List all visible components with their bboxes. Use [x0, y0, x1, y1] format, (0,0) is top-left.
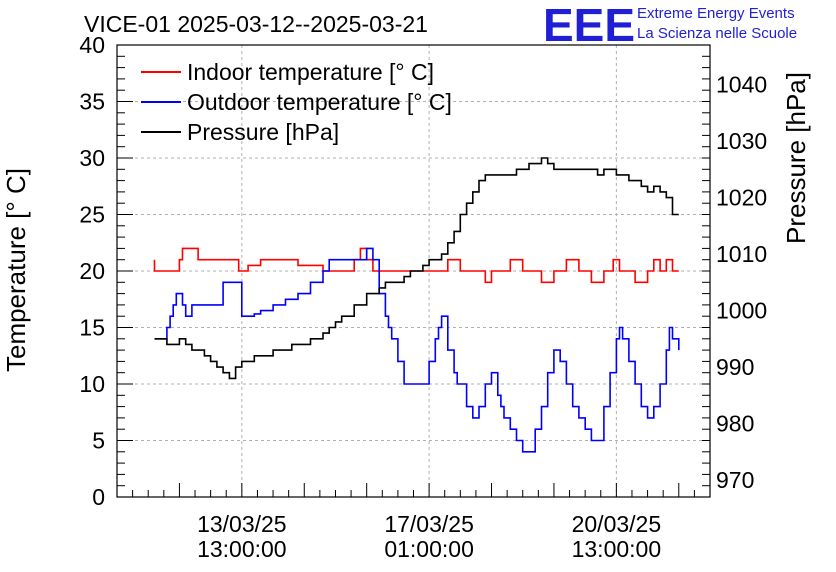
y-tick-label-left: 5 [92, 428, 105, 454]
y-tick-label-right: 990 [716, 354, 754, 380]
series-line-2 [154, 247, 680, 453]
y-tick-label-left: 30 [79, 145, 105, 171]
logo-mark: EEE [543, 0, 635, 51]
y-tick-label-left: 35 [79, 89, 105, 115]
y-axis-title-left: Temperature [° C] [1, 168, 31, 372]
series-line-1 [153, 247, 679, 284]
x-tick-label-time: 01:00:00 [384, 536, 474, 562]
x-tick-label-time: 13:00:00 [572, 536, 662, 562]
y-tick-label-left: 25 [79, 202, 105, 228]
x-tick-label-date: 17/03/25 [384, 511, 474, 537]
y-tick-label-left: 40 [79, 32, 105, 58]
axes: 0 5 10 15 20 25 30 35 40 970 980 990 1000 1010 1020 103… [1, 32, 811, 562]
y-tick-label-right: 1010 [716, 241, 767, 267]
legend-label-2: Outdoor temperature [° C] [187, 89, 452, 115]
legend: Indoor temperature [° C] Outdoor temperat… [141, 59, 452, 145]
y-tick-label-left: 20 [79, 258, 105, 284]
y-axis-title-right: Pressure [hPa] [781, 72, 811, 244]
x-tick-label-date: 20/03/25 [572, 511, 662, 537]
y-tick-label-right: 1030 [716, 128, 767, 154]
legend-label-3: Pressure [hPa] [187, 119, 339, 145]
logo-line-1: Extreme Energy Events [637, 5, 795, 22]
y-tick-label-left: 0 [92, 484, 105, 510]
x-tick-label-date: 13/03/25 [197, 511, 287, 537]
y-tick-label-right: 1040 [716, 72, 767, 98]
legend-label-1: Indoor temperature [° C] [187, 59, 434, 85]
y-tick-label-right: 1020 [716, 185, 767, 211]
y-tick-label-left: 15 [79, 315, 105, 341]
eee-logo: EEE Extreme Energy Events La Scienza nel… [543, 0, 797, 51]
series-lines [153, 157, 680, 453]
y-tick-label-right: 970 [716, 467, 754, 493]
chart-title: VICE-01 2025-03-12--2025-03-21 [84, 11, 428, 37]
y-tick-label-right: 980 [716, 411, 754, 437]
x-tick-label-time: 13:00:00 [197, 536, 287, 562]
y-tick-label-left: 10 [79, 371, 105, 397]
series-line-3 [154, 157, 679, 380]
logo-line-2: La Scienza nelle Scuole [637, 25, 797, 42]
y-tick-label-right: 1000 [716, 298, 767, 324]
